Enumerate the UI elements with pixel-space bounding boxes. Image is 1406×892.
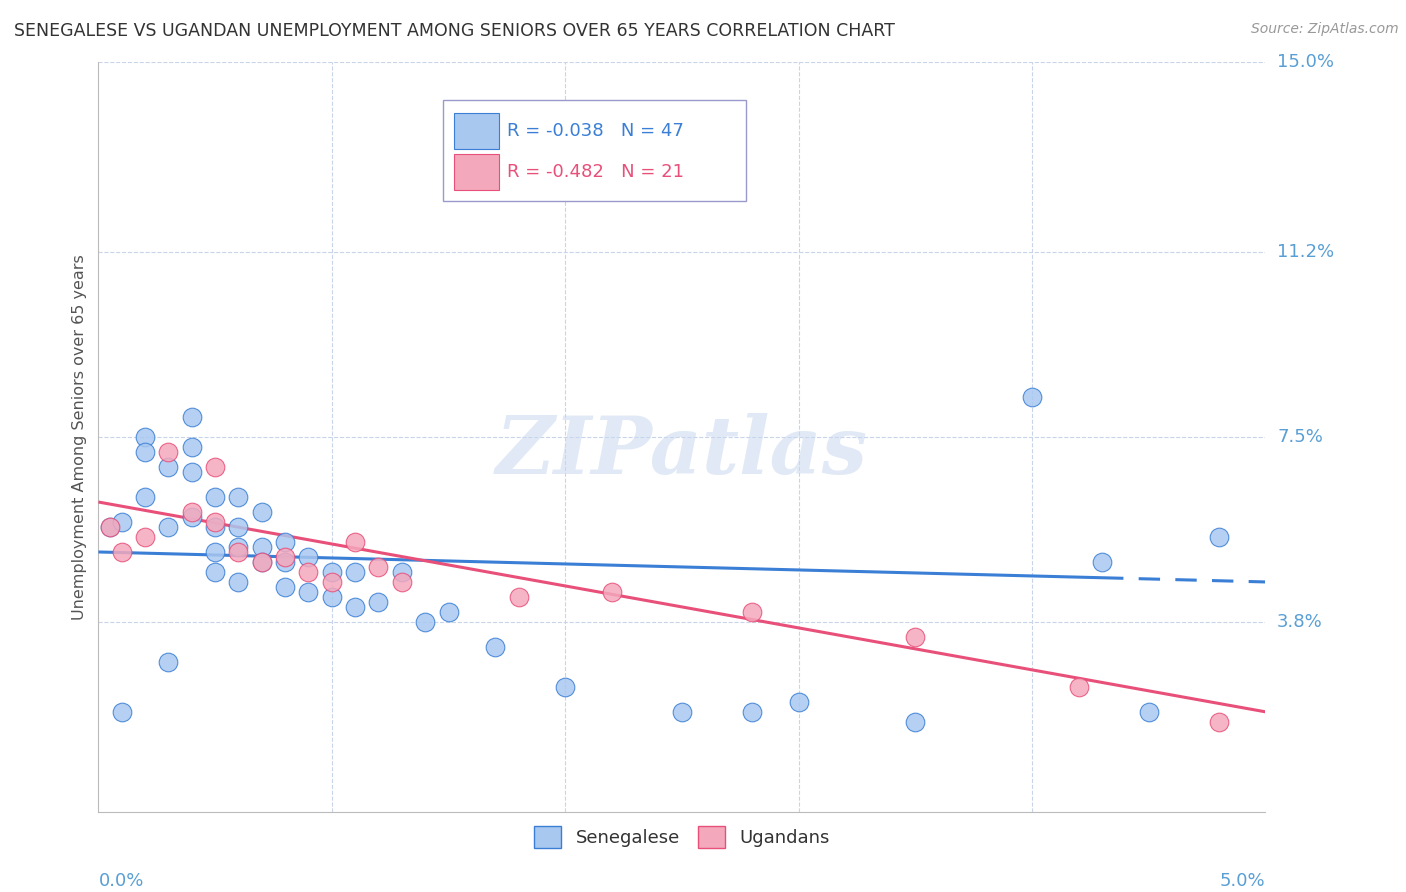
Text: 15.0%: 15.0%	[1277, 54, 1334, 71]
Point	[180, 465, 202, 479]
Text: 7.5%: 7.5%	[1277, 428, 1323, 446]
Point	[1067, 680, 1090, 694]
Point	[228, 540, 250, 554]
Text: ZIPatlas: ZIPatlas	[496, 413, 868, 491]
Point	[1091, 555, 1114, 569]
Point	[204, 490, 226, 504]
Point	[204, 545, 226, 559]
Point	[157, 460, 180, 475]
Point	[321, 565, 343, 579]
Point	[297, 565, 319, 579]
Point	[297, 549, 319, 564]
Point	[367, 595, 389, 609]
Text: 0.0%: 0.0%	[98, 871, 143, 889]
Point	[180, 440, 202, 454]
Point	[413, 615, 436, 629]
Point	[180, 510, 202, 524]
Point	[484, 640, 506, 654]
Point	[344, 535, 367, 549]
Point	[437, 605, 460, 619]
Text: R = -0.482   N = 21: R = -0.482 N = 21	[508, 163, 683, 181]
Point	[204, 460, 226, 475]
Point	[157, 445, 180, 459]
Point	[274, 555, 297, 569]
Point	[134, 530, 156, 544]
Point	[204, 515, 226, 529]
Point	[904, 630, 927, 644]
Point	[741, 705, 763, 719]
Point	[250, 555, 273, 569]
Point	[321, 574, 343, 589]
Text: Source: ZipAtlas.com: Source: ZipAtlas.com	[1251, 22, 1399, 37]
Point	[1208, 714, 1230, 729]
Text: 11.2%: 11.2%	[1277, 244, 1334, 261]
Point	[391, 565, 413, 579]
Text: R = -0.038   N = 47: R = -0.038 N = 47	[508, 121, 683, 140]
Point	[111, 545, 134, 559]
Point	[250, 505, 273, 519]
Point	[134, 490, 156, 504]
Text: 3.8%: 3.8%	[1277, 613, 1323, 631]
Point	[228, 490, 250, 504]
FancyBboxPatch shape	[443, 100, 747, 201]
Text: 5.0%: 5.0%	[1220, 871, 1265, 889]
Text: SENEGALESE VS UGANDAN UNEMPLOYMENT AMONG SENIORS OVER 65 YEARS CORRELATION CHART: SENEGALESE VS UGANDAN UNEMPLOYMENT AMONG…	[14, 22, 896, 40]
Point	[344, 565, 367, 579]
Point	[904, 714, 927, 729]
Point	[274, 549, 297, 564]
Point	[344, 599, 367, 614]
Point	[274, 535, 297, 549]
Bar	[454, 153, 499, 190]
Point	[1137, 705, 1160, 719]
Point	[98, 520, 121, 534]
Point	[98, 520, 121, 534]
Point	[297, 585, 319, 599]
Point	[111, 705, 134, 719]
Point	[1021, 390, 1043, 404]
Point	[787, 695, 810, 709]
Point	[134, 430, 156, 444]
Point	[250, 540, 273, 554]
Point	[180, 410, 202, 425]
Point	[600, 585, 623, 599]
Point	[741, 605, 763, 619]
Y-axis label: Unemployment Among Seniors over 65 years: Unemployment Among Seniors over 65 years	[72, 254, 87, 620]
Point	[180, 505, 202, 519]
Point	[111, 515, 134, 529]
Legend: Senegalese, Ugandans: Senegalese, Ugandans	[527, 819, 837, 855]
Point	[157, 520, 180, 534]
Point	[671, 705, 693, 719]
Point	[274, 580, 297, 594]
Point	[508, 590, 530, 604]
Point	[321, 590, 343, 604]
Point	[204, 565, 226, 579]
Point	[554, 680, 576, 694]
Point	[391, 574, 413, 589]
Point	[367, 560, 389, 574]
Point	[157, 655, 180, 669]
Point	[228, 574, 250, 589]
Point	[134, 445, 156, 459]
Point	[228, 520, 250, 534]
Point	[204, 520, 226, 534]
Point	[1208, 530, 1230, 544]
Point	[228, 545, 250, 559]
Point	[250, 555, 273, 569]
Bar	[454, 112, 499, 149]
